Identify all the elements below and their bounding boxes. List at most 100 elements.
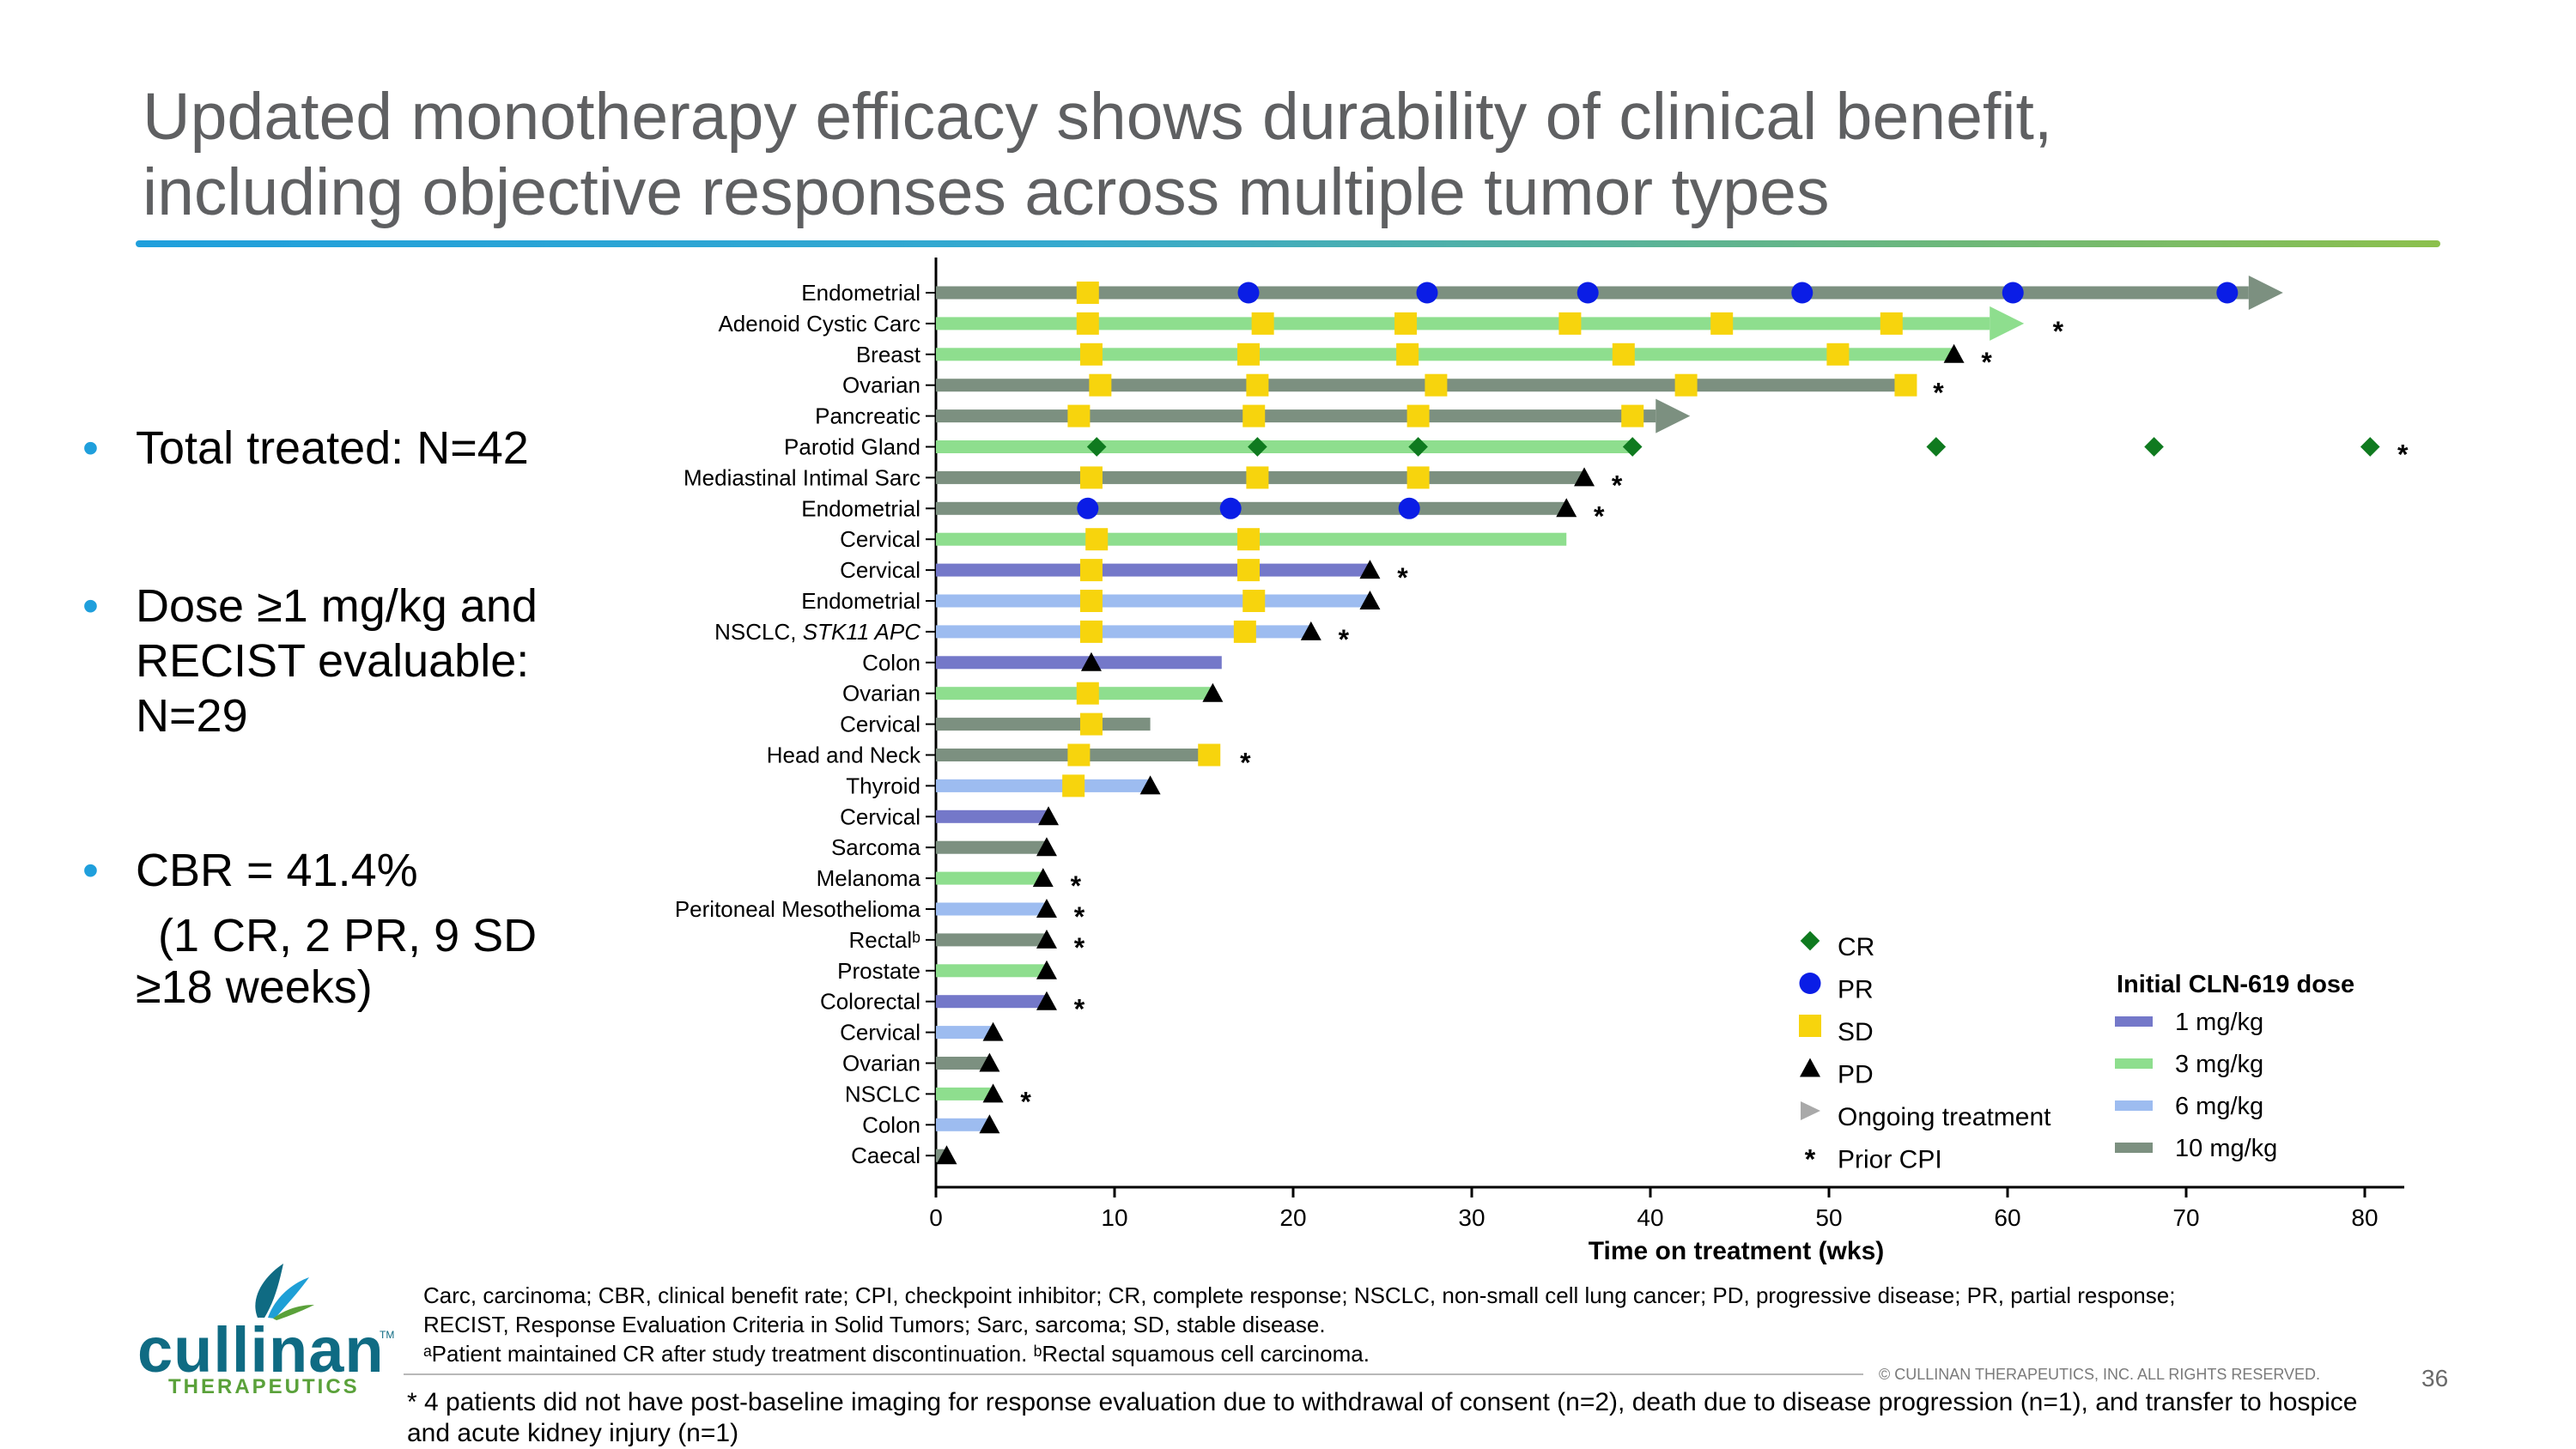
response-marker-pr <box>1791 282 1814 304</box>
prior-cpi-asterisk: * <box>1339 624 1350 655</box>
response-marker-sd <box>1067 404 1091 427</box>
response-marker-cr <box>1926 437 1947 457</box>
bullet-dot-icon: • <box>82 580 99 632</box>
swimmer-plot: 0 10 20 30 40 50 60 70 80 Time on treatment (wks)… <box>675 258 2409 1265</box>
response-marker-pd <box>1038 806 1060 826</box>
treatment-bar <box>936 440 1633 453</box>
response-marker-cr <box>2360 437 2380 457</box>
response-marker-sd <box>1079 466 1103 489</box>
response-marker-sd <box>1079 559 1103 582</box>
treatment-bar <box>936 995 1047 1009</box>
patient-label: Colon <box>862 650 920 676</box>
response-marker-sd <box>1198 743 1221 767</box>
response-marker-sd <box>1394 312 1418 335</box>
response-marker-sd <box>1076 282 1099 304</box>
treatment-bar <box>936 1118 990 1131</box>
treatment-bar <box>936 964 1047 978</box>
page-title: Updated monotherapy efficacy shows durab… <box>143 79 2461 230</box>
x-tick-label: 0 <box>929 1204 943 1231</box>
response-marker-pr <box>2216 282 2239 304</box>
patient-label: NSCLC, STK11 APC <box>714 619 920 645</box>
response-marker-cr <box>1622 437 1643 457</box>
ongoing-arrow-icon <box>2248 276 2283 310</box>
response-marker-cr <box>1086 437 1107 457</box>
patient-label: Ovarian <box>842 373 920 398</box>
patient-label: Ovarian <box>842 1051 920 1076</box>
prior-cpi-asterisk: * <box>1071 870 1082 901</box>
response-marker-sd <box>1246 373 1269 397</box>
legend-label: SD <box>1838 1018 1874 1046</box>
response-marker-sd <box>1621 404 1644 427</box>
patient-label: Adenoid Cystic Carc <box>718 311 920 336</box>
response-marker-sd <box>1406 466 1430 489</box>
logo-mark-icon <box>255 1264 314 1320</box>
patient-label: Peritoneal Mesothelioma <box>675 896 921 922</box>
treatment-bar <box>936 379 1901 392</box>
response-marker-pr <box>1219 497 1242 519</box>
patient-label: Endometrial <box>801 588 920 614</box>
response-marker-sd <box>1089 373 1112 397</box>
response-marker-pd <box>1036 929 1057 949</box>
x-tick-label: 80 <box>2351 1204 2378 1231</box>
response-marker-pd <box>1943 343 1965 363</box>
patient-label: Colorectal <box>820 989 920 1015</box>
response-marker-pd <box>1139 775 1161 795</box>
prior-cpi-asterisk: * <box>1074 932 1085 963</box>
prior-cpi-asterisk: * <box>1933 378 1944 409</box>
treatment-bar <box>936 501 1567 515</box>
x-tick-label: 40 <box>1637 1204 1663 1231</box>
response-marker-sd <box>1674 373 1698 397</box>
treatment-bar <box>936 348 1954 361</box>
page-number: 36 <box>2421 1365 2449 1391</box>
prior-cpi-asterisk: * <box>2397 440 2409 470</box>
treatment-bar <box>936 625 1311 639</box>
patient-label: Breast <box>856 342 921 367</box>
patient-label: Thyroid <box>846 773 920 798</box>
response-marker-pd <box>1036 899 1057 918</box>
prior-cpi-asterisk: * <box>1020 1086 1031 1117</box>
response-marker-sd <box>1894 373 1917 397</box>
prior-cpi-asterisk: * <box>1074 994 1085 1025</box>
patient-label: Head and Neck <box>767 743 921 768</box>
response-marker-sd <box>1246 466 1269 489</box>
logo-wordmark: cullinan <box>137 1314 385 1385</box>
treatment-bar <box>936 1057 990 1070</box>
dose-legend-title: Initial CLN-619 dose <box>2117 971 2354 998</box>
treatment-bar <box>936 718 1151 731</box>
footer-divider <box>404 1373 1863 1375</box>
response-marker-sd <box>1425 373 1448 397</box>
dose-legend-swatch <box>2115 1100 2153 1111</box>
response-marker-sd <box>1233 620 1256 643</box>
legend-sd-icon <box>1799 1015 1821 1037</box>
treatment-bar <box>936 409 1656 423</box>
response-marker-sd <box>1079 620 1103 643</box>
dose-legend-label: 1 mg/kg <box>2175 1009 2263 1036</box>
response-marker-pd <box>982 1022 1004 1041</box>
patient-label: Colon <box>862 1112 920 1137</box>
abbreviations-line-1: Carc, carcinoma; CBR, clinical benefit r… <box>423 1282 2176 1308</box>
title-divider <box>136 240 2440 247</box>
response-marker-sd <box>1242 590 1266 612</box>
logo-trademark: TM <box>380 1329 395 1341</box>
ongoing-arrow-icon <box>1990 306 2025 341</box>
patient-label: Cervical <box>840 712 920 737</box>
patient-label: Prostate <box>837 958 920 984</box>
legend-label: Prior CPI <box>1838 1146 1942 1174</box>
patient-label: Cervical <box>840 803 920 829</box>
patient-label: Endometrial <box>801 495 920 521</box>
response-marker-sd <box>1406 404 1430 427</box>
x-tick-label: 20 <box>1279 1204 1306 1231</box>
response-marker-pd <box>1359 560 1381 579</box>
response-marker-sd <box>1067 743 1091 767</box>
response-marker-sd <box>1710 312 1734 335</box>
response-marker-sd <box>1079 343 1103 366</box>
legend-ongoing-icon <box>1801 1101 1820 1120</box>
response-marker-pd <box>979 1052 1000 1072</box>
bullet-dot-icon: • <box>82 422 99 474</box>
x-tick-label: 50 <box>1815 1204 1842 1231</box>
response-marker-pd <box>1300 621 1321 640</box>
patient-label: Ovarian <box>842 681 920 706</box>
prior-cpi-asterisk: * <box>1240 748 1251 779</box>
patient-label: Caecal <box>851 1143 920 1168</box>
patient-label: Rectalᵇ <box>848 927 920 953</box>
